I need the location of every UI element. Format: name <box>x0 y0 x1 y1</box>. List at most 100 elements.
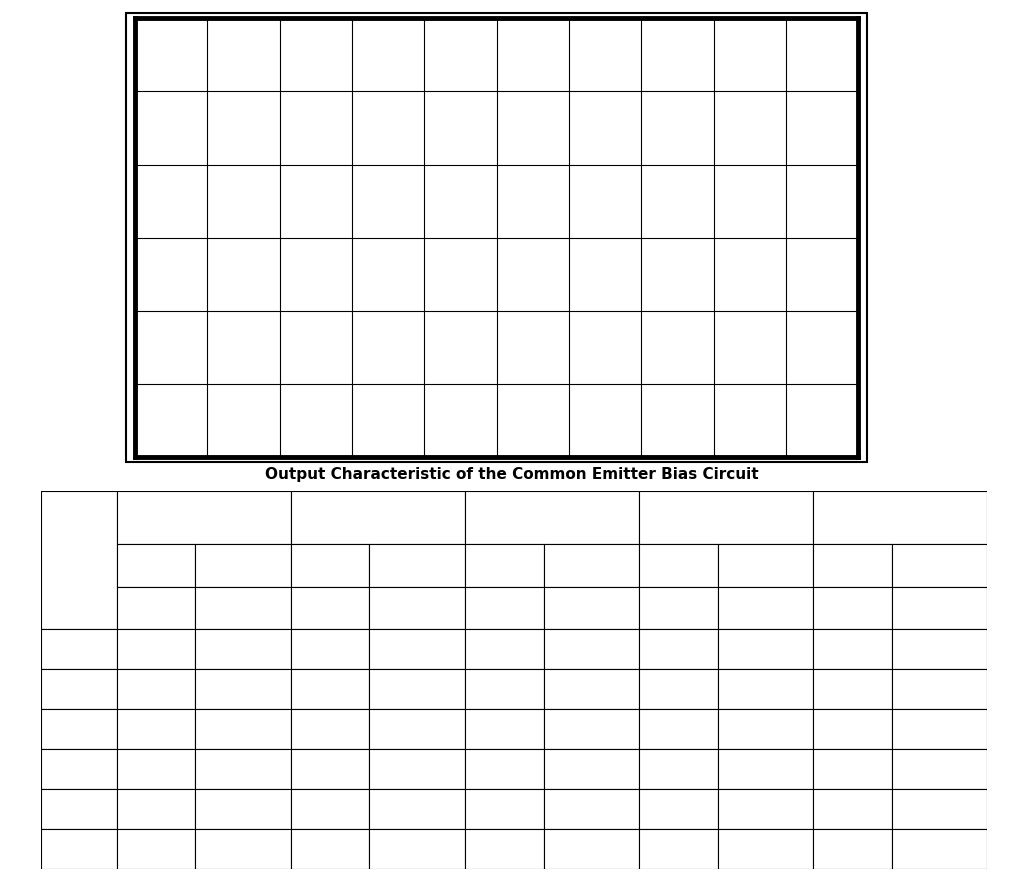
Bar <box>718 829 813 869</box>
Bar <box>892 829 987 869</box>
Bar <box>196 630 291 669</box>
Bar <box>544 709 639 749</box>
Text: 3.965: 3.965 <box>398 763 436 776</box>
Text: IC=V$_{RC}$: IC=V$_{RC}$ <box>740 558 791 573</box>
Bar <box>813 789 892 829</box>
Text: (mV): (mV) <box>835 602 870 615</box>
Text: V$_{RC}$: V$_{RC}$ <box>840 558 865 573</box>
Bar <box>370 587 465 630</box>
Bar <box>813 749 892 789</box>
Text: 754: 754 <box>666 643 691 656</box>
Bar <box>117 709 196 749</box>
Bar <box>813 492 892 544</box>
Bar <box>544 630 639 669</box>
Bar <box>813 630 892 669</box>
Text: 381: 381 <box>317 643 343 656</box>
Bar <box>892 630 987 669</box>
Bar <box>370 669 465 709</box>
Bar <box>892 749 987 789</box>
Bar <box>196 544 291 587</box>
Bar <box>639 544 718 587</box>
Text: 3.813: 3.813 <box>398 643 436 656</box>
Bar <box>117 789 196 829</box>
Bar <box>718 544 813 587</box>
Bar <box>892 829 987 869</box>
Bar <box>813 829 892 869</box>
Text: I$_c$=V$_{RC}$: I$_c$=V$_{RC}$ <box>219 558 266 573</box>
Text: 9.703: 9.703 <box>921 723 958 736</box>
Bar <box>465 829 544 869</box>
Text: 9.92: 9.92 <box>925 802 954 816</box>
Text: 591: 591 <box>492 763 517 776</box>
Bar <box>718 492 813 544</box>
Bar <box>127 14 866 463</box>
Bar <box>813 630 892 669</box>
Text: 200: 200 <box>143 763 169 776</box>
Text: 1011: 1011 <box>836 843 869 856</box>
Bar <box>41 630 117 669</box>
Bar <box>196 544 291 587</box>
Bar <box>813 709 892 749</box>
Text: 603: 603 <box>492 802 517 816</box>
Bar <box>370 749 465 789</box>
Bar <box>544 630 639 669</box>
Text: 970: 970 <box>840 723 865 736</box>
Text: V$_{RC}$: V$_{RC}$ <box>492 558 517 573</box>
Bar <box>718 630 813 669</box>
Bar <box>718 749 813 789</box>
Text: I$_B$ = 20μA: I$_B$ = 20μA <box>342 510 414 526</box>
Bar <box>370 789 465 829</box>
Bar <box>465 709 544 749</box>
Bar <box>370 544 465 587</box>
Text: (mA)R$_C$: (mA)R$_C$ <box>912 601 967 616</box>
Bar <box>291 587 370 630</box>
Bar <box>813 669 892 709</box>
Text: 2.077: 2.077 <box>224 843 262 856</box>
Bar <box>544 749 639 789</box>
Text: 781: 781 <box>666 723 691 736</box>
Bar <box>41 669 117 709</box>
Text: 396: 396 <box>317 723 343 736</box>
Bar <box>465 829 544 869</box>
Text: 2.037: 2.037 <box>224 802 262 816</box>
Bar <box>117 587 196 630</box>
Bar <box>196 749 291 789</box>
Bar <box>639 630 718 669</box>
Bar <box>291 544 370 587</box>
Bar <box>117 492 196 544</box>
Bar <box>639 789 718 829</box>
Bar <box>370 709 465 749</box>
Bar <box>892 669 987 709</box>
Bar <box>370 829 465 869</box>
Bar <box>41 789 117 829</box>
Text: (mV): (mV) <box>486 602 522 615</box>
Bar <box>370 709 465 749</box>
Text: 208: 208 <box>143 843 169 856</box>
Text: 9.33: 9.33 <box>925 643 954 656</box>
Bar <box>117 630 196 669</box>
Text: V$_{RC}$: V$_{RC}$ <box>143 558 169 573</box>
Bar <box>41 492 117 544</box>
Bar <box>639 587 718 630</box>
Bar <box>465 789 544 829</box>
Bar <box>813 587 892 630</box>
Bar <box>291 829 370 869</box>
Bar <box>465 587 544 630</box>
Text: 204: 204 <box>143 802 169 816</box>
Text: V$_{RC}$: V$_{RC}$ <box>317 558 343 573</box>
Bar <box>639 789 718 829</box>
Bar <box>639 492 718 544</box>
Text: 7.812: 7.812 <box>746 723 784 736</box>
Text: 9.723: 9.723 <box>921 763 958 776</box>
Text: 5.696: 5.696 <box>572 643 610 656</box>
Text: 198: 198 <box>143 683 169 695</box>
Bar <box>718 669 813 709</box>
Bar <box>892 492 987 544</box>
Text: 5.0V: 5.0V <box>61 843 95 856</box>
Text: 7.781: 7.781 <box>746 683 784 695</box>
Text: 4.043: 4.043 <box>398 802 436 816</box>
Bar <box>291 749 370 789</box>
Bar <box>41 829 117 869</box>
Bar <box>291 749 370 789</box>
Bar <box>813 544 892 587</box>
